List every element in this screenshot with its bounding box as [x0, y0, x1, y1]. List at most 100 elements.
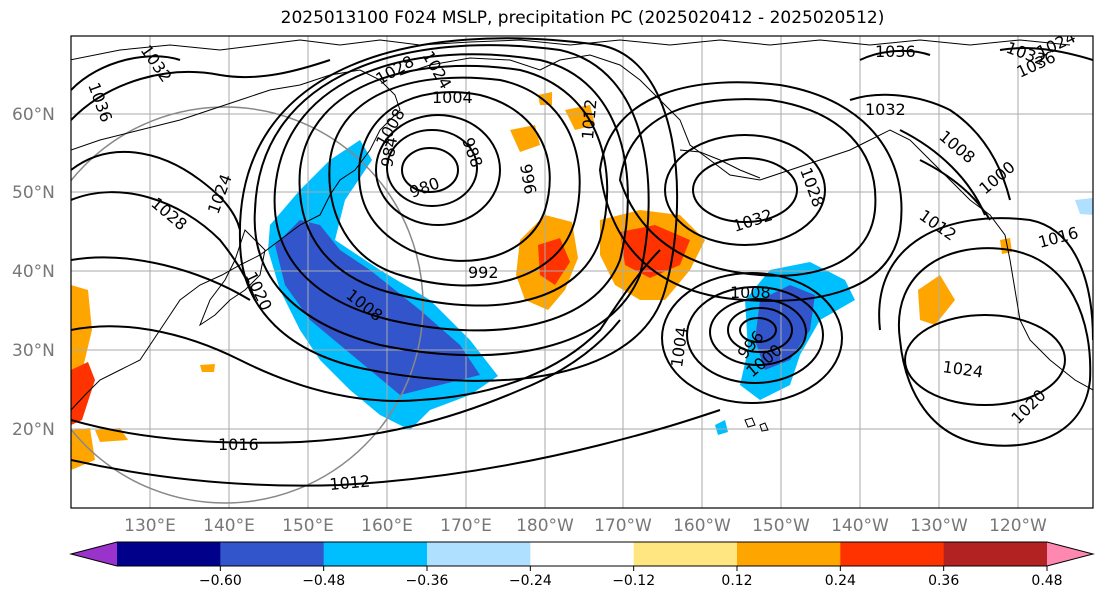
- colorbar-tick-label: 0.36: [928, 573, 959, 589]
- colorbar-tick-label: 0.12: [721, 573, 752, 589]
- isobar-984: [386, 129, 478, 207]
- isobar-1032-nw: [71, 59, 331, 121]
- isobar-1020-high: [598, 81, 903, 302]
- precip-positive-bering: [510, 125, 540, 152]
- coast-north-america: [399, 54, 1093, 391]
- isobar-1032-ne: [849, 93, 1011, 201]
- lon-label: 150°W: [752, 516, 810, 536]
- lon-label: 150°E: [282, 516, 334, 536]
- colorbar-outline: [69, 541, 1095, 567]
- colorbar-cell: [220, 542, 325, 566]
- isobar-1004-east: [709, 298, 807, 366]
- lon-label: 170°W: [594, 516, 652, 536]
- isobar-1016: [71, 319, 621, 444]
- isobar-label: 1008: [730, 283, 771, 302]
- isobar-1024-east: [904, 314, 1066, 406]
- coast-arctic: [71, 39, 1071, 61]
- coast-asia: [71, 69, 401, 411]
- colorbar: −0.60 −0.48 −0.36 −0.24 −0.12 0.12 0.24 0.36 0.4…: [69, 541, 1095, 589]
- isobar-996-east: [739, 317, 777, 343]
- isobar-1016-arc: [71, 249, 661, 402]
- map-title: 2025013100 F024 MSLP, precipitation PC (…: [280, 8, 885, 28]
- precip-negative-coast: [1075, 198, 1093, 215]
- isobar-label: 1032: [865, 100, 906, 119]
- lat-label: 30°N: [12, 341, 55, 361]
- colorbar-tick-label: 0.24: [825, 573, 856, 589]
- isobar-1028-high: [664, 134, 826, 246]
- lat-label: 40°N: [12, 262, 55, 282]
- coastlines: [71, 39, 1093, 432]
- precip-positive-180-core: [538, 238, 570, 285]
- lon-label: 160°E: [361, 516, 413, 536]
- precip-positive-china-core: [71, 362, 95, 425]
- isobar-1000: [298, 64, 609, 307]
- isobar-1012-east: [661, 272, 843, 404]
- colorbar-extend-high: [1047, 542, 1093, 566]
- lat-label: 50°N: [12, 183, 55, 203]
- colorbar-cell: [943, 542, 1048, 566]
- colorbar-extend-low: [71, 542, 117, 566]
- precip-negative-mid: [275, 220, 480, 395]
- isobar-1020-east: [897, 247, 1092, 447]
- colorbar-cells: [117, 542, 1048, 566]
- isobar-1028-w: [71, 150, 241, 231]
- lon-label: 160°W: [673, 516, 731, 536]
- isobar-1000-ne: [919, 159, 991, 221]
- precip-positive-170w-core: [620, 225, 690, 278]
- precip-positive-135w: [918, 275, 955, 325]
- lon-label: 140°E: [203, 516, 255, 536]
- lon-label: 170°E: [440, 516, 492, 536]
- colorbar-tick-label: −0.12: [612, 573, 655, 589]
- coast-japan: [198, 229, 266, 327]
- lon-label: 130°W: [910, 516, 968, 536]
- coast-aleutians: [679, 149, 761, 179]
- colorbar-ticks: −0.60 −0.48 −0.36 −0.24 −0.12 0.12 0.24 0.36 0.4…: [199, 566, 1063, 589]
- range-circle: [71, 106, 424, 504]
- precip-negative-hawaii: [715, 420, 728, 435]
- isobar-988: [375, 114, 501, 226]
- precip-positive-bering-2: [565, 105, 595, 130]
- coast-hawaii: [744, 417, 769, 432]
- isobar-1016-east: [878, 217, 1093, 341]
- lon-label: 180°W: [516, 516, 574, 536]
- isobar-label: 1004: [432, 88, 473, 107]
- colorbar-cell: [633, 542, 738, 566]
- isobar-label: 1012: [329, 472, 371, 494]
- lat-label: 60°N: [12, 105, 55, 125]
- lon-label: 130°E: [124, 516, 176, 536]
- isobar-1032-high: [692, 157, 798, 223]
- isobar-label: 1036: [875, 42, 916, 61]
- isobars: [71, 37, 1093, 487]
- colorbar-cell: [323, 542, 428, 566]
- latitude-labels: 60°N 50°N 40°N 30°N 20°N: [12, 105, 55, 440]
- isobar-1024-high: [618, 98, 877, 277]
- map-frame: [70, 35, 1094, 509]
- colorbar-cell: [840, 542, 945, 566]
- isobar-1008-east: [686, 286, 824, 384]
- colorbar-tick-label: −0.36: [406, 573, 449, 589]
- isobar-1020-w: [71, 256, 251, 301]
- isobar-980: [401, 147, 459, 193]
- isobar-label: 992: [468, 263, 499, 282]
- colorbar-tick-label: −0.24: [509, 573, 552, 589]
- isobar-996: [328, 76, 581, 287]
- lon-label: 120°W: [989, 516, 1047, 536]
- isobar-1024-ne: [999, 47, 1093, 61]
- isobar-992: [358, 91, 551, 262]
- isobar-1024-w: [71, 191, 256, 301]
- precip-positive-dot: [200, 364, 215, 372]
- isobar-1036-ne: [859, 49, 931, 61]
- precip-negative-east-mid: [755, 285, 815, 370]
- colorbar-cell: [117, 542, 221, 566]
- precip-positive-china: [71, 285, 92, 390]
- precip-positive-sea: [71, 428, 95, 470]
- isobar-label: 1012: [578, 98, 600, 140]
- colorbar-cell: [427, 542, 531, 566]
- lon-label: 140°W: [831, 516, 889, 536]
- isobar-label: 1016: [218, 435, 259, 454]
- colorbar-tick-label: 0.48: [1031, 573, 1062, 589]
- colorbar-cell: [530, 542, 635, 566]
- isobar-1012-south: [71, 409, 721, 487]
- isobar-1036-nw: [71, 55, 181, 91]
